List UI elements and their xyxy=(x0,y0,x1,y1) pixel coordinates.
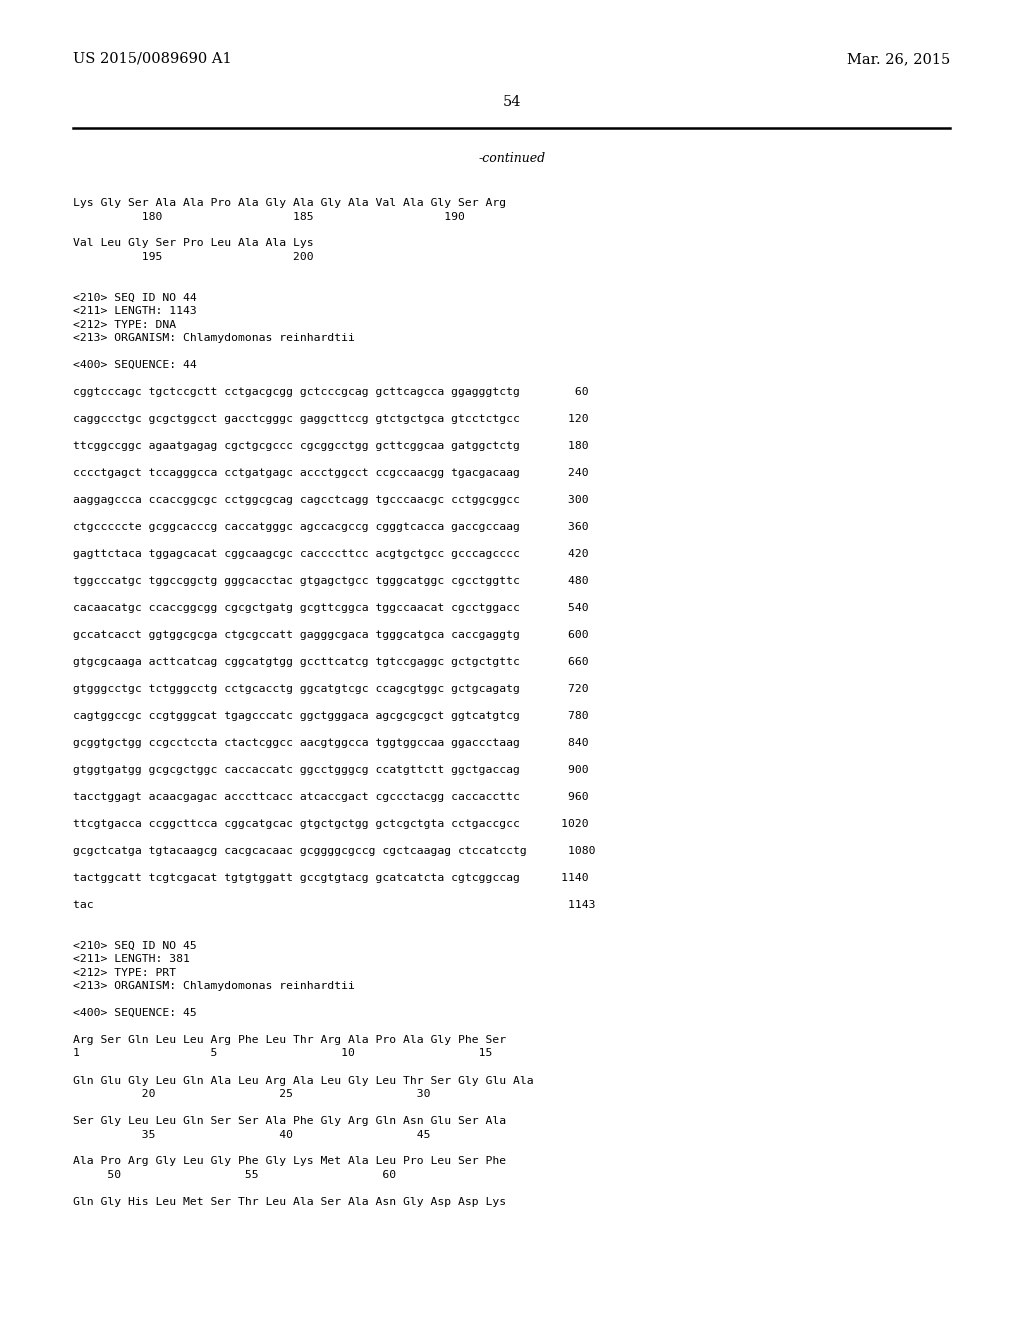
Text: Arg Ser Gln Leu Leu Arg Phe Leu Thr Arg Ala Pro Ala Gly Phe Ser: Arg Ser Gln Leu Leu Arg Phe Leu Thr Arg … xyxy=(73,1035,506,1045)
Text: <212> TYPE: PRT: <212> TYPE: PRT xyxy=(73,968,176,978)
Text: ttcgtgacca ccggcttcca cggcatgcac gtgctgctgg gctcgctgta cctgaccgcc      1020: ttcgtgacca ccggcttcca cggcatgcac gtgctgc… xyxy=(73,818,589,829)
Text: aaggagccca ccaccggcgc cctggcgcag cagcctcagg tgcccaacgc cctggcggcc       300: aaggagccca ccaccggcgc cctggcgcag cagcctc… xyxy=(73,495,589,506)
Text: gagttctaca tggagcacat cggcaagcgc caccccttcc acgtgctgcc gcccagcccc       420: gagttctaca tggagcacat cggcaagcgc cacccct… xyxy=(73,549,589,558)
Text: gtgggcctgc tctgggcctg cctgcacctg ggcatgtcgc ccagcgtggc gctgcagatg       720: gtgggcctgc tctgggcctg cctgcacctg ggcatgt… xyxy=(73,684,589,694)
Text: Val Leu Gly Ser Pro Leu Ala Ala Lys: Val Leu Gly Ser Pro Leu Ala Ala Lys xyxy=(73,239,313,248)
Text: 20                  25                  30: 20 25 30 xyxy=(73,1089,430,1100)
Text: ttcggccggc agaatgagag cgctgcgccc cgcggcctgg gcttcggcaa gatggctctg       180: ttcggccggc agaatgagag cgctgcgccc cgcggcc… xyxy=(73,441,589,451)
Text: cacaacatgc ccaccggcgg cgcgctgatg gcgttcggca tggccaacat cgcctggacc       540: cacaacatgc ccaccggcgg cgcgctgatg gcgttcg… xyxy=(73,603,589,612)
Text: -continued: -continued xyxy=(478,152,546,165)
Text: 180                   185                   190: 180 185 190 xyxy=(73,211,465,222)
Text: caggccctgc gcgctggcct gacctcgggc gaggcttccg gtctgctgca gtcctctgcc       120: caggccctgc gcgctggcct gacctcgggc gaggctt… xyxy=(73,414,589,424)
Text: Mar. 26, 2015: Mar. 26, 2015 xyxy=(847,51,950,66)
Text: 35                  40                  45: 35 40 45 xyxy=(73,1130,430,1139)
Text: Gln Glu Gly Leu Gln Ala Leu Arg Ala Leu Gly Leu Thr Ser Gly Glu Ala: Gln Glu Gly Leu Gln Ala Leu Arg Ala Leu … xyxy=(73,1076,534,1085)
Text: <211> LENGTH: 381: <211> LENGTH: 381 xyxy=(73,954,189,964)
Text: <212> TYPE: DNA: <212> TYPE: DNA xyxy=(73,319,176,330)
Text: <400> SEQUENCE: 44: <400> SEQUENCE: 44 xyxy=(73,360,197,370)
Text: tggcccatgc tggccggctg gggcacctac gtgagctgcc tgggcatggc cgcctggttc       480: tggcccatgc tggccggctg gggcacctac gtgagct… xyxy=(73,576,589,586)
Text: 50                  55                  60: 50 55 60 xyxy=(73,1170,396,1180)
Text: US 2015/0089690 A1: US 2015/0089690 A1 xyxy=(73,51,231,66)
Text: tac                                                                     1143: tac 1143 xyxy=(73,900,596,909)
Text: ctgcccccte gcggcacccg caccatgggc agccacgccg cgggtcacca gaccgccaag       360: ctgcccccte gcggcacccg caccatgggc agccacg… xyxy=(73,521,589,532)
Text: <213> ORGANISM: Chlamydomonas reinhardtii: <213> ORGANISM: Chlamydomonas reinhardti… xyxy=(73,981,355,991)
Text: gccatcacct ggtggcgcga ctgcgccatt gagggcgaca tgggcatgca caccgaggtg       600: gccatcacct ggtggcgcga ctgcgccatt gagggcg… xyxy=(73,630,589,640)
Text: <400> SEQUENCE: 45: <400> SEQUENCE: 45 xyxy=(73,1008,197,1018)
Text: Gln Gly His Leu Met Ser Thr Leu Ala Ser Ala Asn Gly Asp Asp Lys: Gln Gly His Leu Met Ser Thr Leu Ala Ser … xyxy=(73,1197,506,1206)
Text: cccctgagct tccagggcca cctgatgagc accctggcct ccgccaacgg tgacgacaag       240: cccctgagct tccagggcca cctgatgagc accctgg… xyxy=(73,469,589,478)
Text: Lys Gly Ser Ala Ala Pro Ala Gly Ala Gly Ala Val Ala Gly Ser Arg: Lys Gly Ser Ala Ala Pro Ala Gly Ala Gly … xyxy=(73,198,506,209)
Text: gcgctcatga tgtacaagcg cacgcacaac gcggggcgccg cgctcaagag ctccatcctg      1080: gcgctcatga tgtacaagcg cacgcacaac gcggggc… xyxy=(73,846,596,855)
Text: <213> ORGANISM: Chlamydomonas reinhardtii: <213> ORGANISM: Chlamydomonas reinhardti… xyxy=(73,333,355,343)
Text: tactggcatt tcgtcgacat tgtgtggatt gccgtgtacg gcatcatcta cgtcggccag      1140: tactggcatt tcgtcgacat tgtgtggatt gccgtgt… xyxy=(73,873,589,883)
Text: <210> SEQ ID NO 44: <210> SEQ ID NO 44 xyxy=(73,293,197,302)
Text: 195                   200: 195 200 xyxy=(73,252,313,261)
Text: gcggtgctgg ccgcctccta ctactcggcc aacgtggcca tggtggccaa ggaccctaag       840: gcggtgctgg ccgcctccta ctactcggcc aacgtgg… xyxy=(73,738,589,748)
Text: Ser Gly Leu Leu Gln Ser Ser Ala Phe Gly Arg Gln Asn Glu Ser Ala: Ser Gly Leu Leu Gln Ser Ser Ala Phe Gly … xyxy=(73,1115,506,1126)
Text: 1                   5                  10                  15: 1 5 10 15 xyxy=(73,1048,493,1059)
Text: gtggtgatgg gcgcgctggc caccaccatc ggcctgggcg ccatgttctt ggctgaccag       900: gtggtgatgg gcgcgctggc caccaccatc ggcctgg… xyxy=(73,766,589,775)
Text: cagtggccgc ccgtgggcat tgagcccatc ggctgggaca agcgcgcgct ggtcatgtcg       780: cagtggccgc ccgtgggcat tgagcccatc ggctggg… xyxy=(73,711,589,721)
Text: tacctggagt acaacgagac acccttcacc atcaccgact cgccctacgg caccaccttc       960: tacctggagt acaacgagac acccttcacc atcaccg… xyxy=(73,792,589,803)
Text: Ala Pro Arg Gly Leu Gly Phe Gly Lys Met Ala Leu Pro Leu Ser Phe: Ala Pro Arg Gly Leu Gly Phe Gly Lys Met … xyxy=(73,1156,506,1167)
Text: 54: 54 xyxy=(503,95,521,110)
Text: gtgcgcaaga acttcatcag cggcatgtgg gccttcatcg tgtccgaggc gctgctgttc       660: gtgcgcaaga acttcatcag cggcatgtgg gccttca… xyxy=(73,657,589,667)
Text: <211> LENGTH: 1143: <211> LENGTH: 1143 xyxy=(73,306,197,315)
Text: cggtcccagc tgctccgctt cctgacgcgg gctcccgcag gcttcagcca ggagggtctg        60: cggtcccagc tgctccgctt cctgacgcgg gctcccg… xyxy=(73,387,589,397)
Text: <210> SEQ ID NO 45: <210> SEQ ID NO 45 xyxy=(73,940,197,950)
